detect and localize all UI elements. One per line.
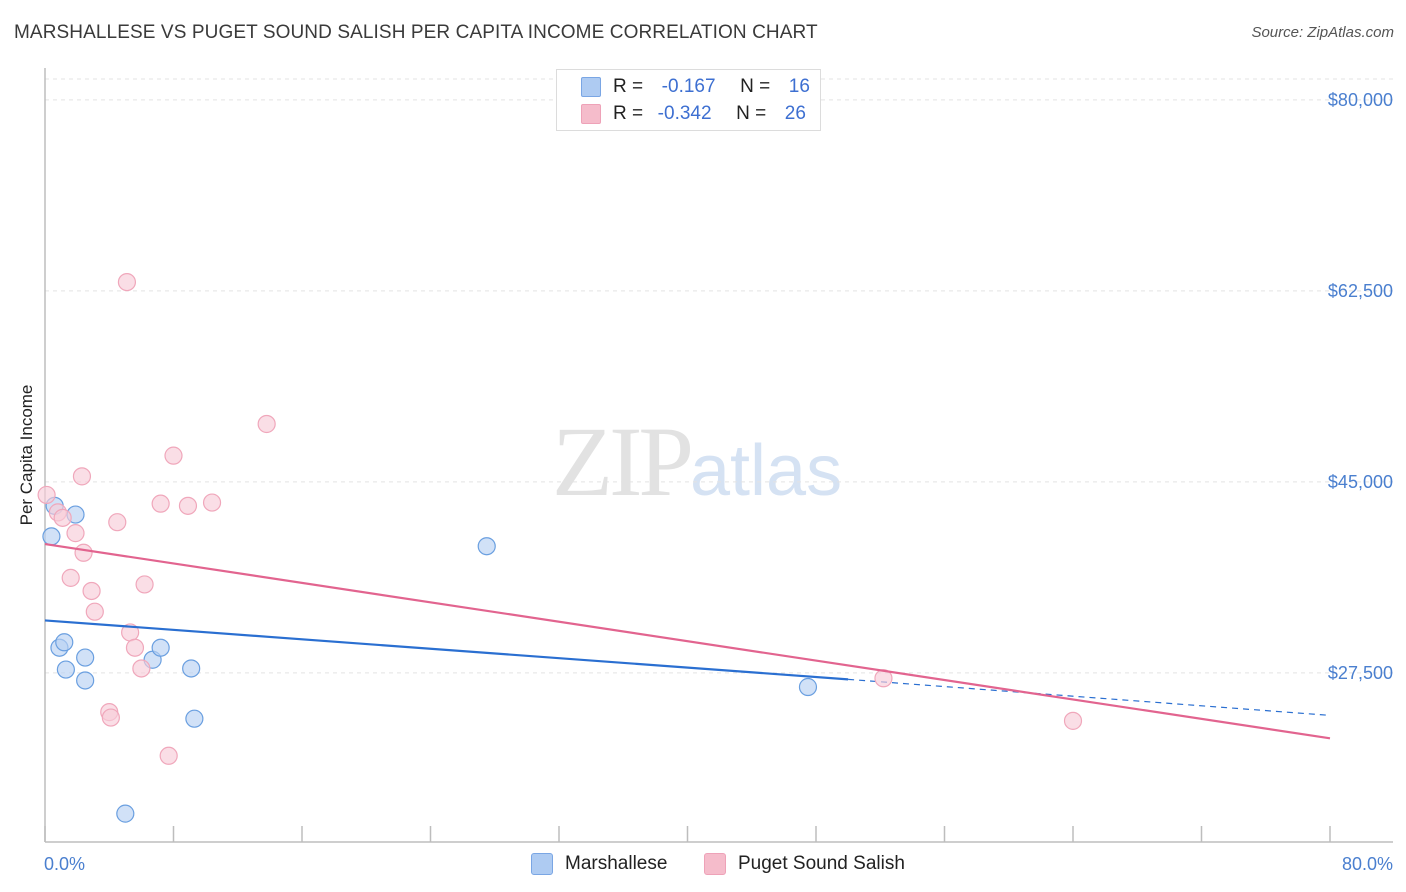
data-point xyxy=(74,543,93,562)
legend-n-label: N = xyxy=(736,103,767,124)
source-label: Source: ZipAtlas.com xyxy=(1251,24,1394,41)
data-point xyxy=(159,746,178,765)
legend-text-puget-sound-salish: R = -0.342 N = 26 xyxy=(613,103,806,125)
data-point xyxy=(202,493,222,512)
data-point xyxy=(135,575,154,594)
data-point xyxy=(66,524,85,543)
data-point xyxy=(151,494,170,513)
data-point xyxy=(53,508,72,527)
data-point xyxy=(61,568,80,587)
data-point xyxy=(101,708,120,727)
bottom-legend-marshallese: Marshallese xyxy=(531,851,667,877)
legend-r-value: -0.342 xyxy=(657,103,712,124)
data-point xyxy=(55,633,74,652)
bottom-legend-puget-sound-salish: Puget Sound Salish xyxy=(704,851,905,877)
legend-swatch-puget-sound-salish xyxy=(581,104,601,124)
data-point xyxy=(85,602,104,621)
trend-line xyxy=(44,619,849,681)
data-point xyxy=(116,804,135,823)
data-point xyxy=(182,659,201,678)
data-point xyxy=(117,272,137,292)
legend-n-value: 16 xyxy=(788,76,810,97)
trend-line xyxy=(44,542,1331,740)
data-point xyxy=(132,659,151,678)
y-tick-label: $62,500 xyxy=(1328,281,1393,301)
watermark: ZIPatlas xyxy=(552,404,842,519)
data-point xyxy=(185,709,204,728)
data-point xyxy=(257,414,276,434)
data-point xyxy=(82,581,101,601)
legend-r-label: R = xyxy=(613,76,644,97)
data-point xyxy=(37,485,56,505)
data-point xyxy=(151,638,170,657)
bottom-legend-swatch-marshallese xyxy=(531,853,553,875)
data-point xyxy=(125,638,145,657)
legend-n-value: 26 xyxy=(784,103,806,124)
data-point xyxy=(56,660,75,679)
watermark-zip: ZIP xyxy=(552,406,694,517)
data-point xyxy=(477,537,496,556)
data-point xyxy=(76,648,95,667)
trend-line-extension xyxy=(848,678,1331,716)
legend-n-label: N = xyxy=(740,76,771,97)
data-point xyxy=(178,496,198,515)
y-tick-label: $45,000 xyxy=(1328,472,1393,492)
correlation-legend: R = -0.167 N = 16 R = -0.342 N = 26 xyxy=(556,69,821,131)
data-point xyxy=(42,527,61,546)
data-point xyxy=(76,671,95,690)
bottom-legend-swatch-puget-sound-salish xyxy=(704,853,726,875)
data-point xyxy=(798,677,818,697)
legend-r-value: -0.167 xyxy=(661,76,716,97)
x-tick-label-min: 0.0% xyxy=(44,854,85,874)
bottom-legend-label-puget-sound-salish: Puget Sound Salish xyxy=(738,853,905,874)
legend-r-label: R = xyxy=(613,103,644,124)
y-tick-label: $80,000 xyxy=(1328,90,1393,110)
data-point xyxy=(108,513,127,532)
chart-title: MARSHALLESE VS PUGET SOUND SALISH PER CA… xyxy=(14,22,818,43)
data-point xyxy=(1063,711,1083,730)
legend-swatch-marshallese xyxy=(581,77,601,97)
data-point xyxy=(72,467,92,486)
data-point xyxy=(164,446,183,465)
bottom-legend-label-marshallese: Marshallese xyxy=(565,853,668,874)
legend-text-marshallese: R = -0.167 N = 16 xyxy=(613,76,810,98)
watermark-atlas: atlas xyxy=(690,431,843,511)
x-tick-label-max: 80.0% xyxy=(1342,854,1393,874)
y-tick-label: $27,500 xyxy=(1328,663,1393,683)
